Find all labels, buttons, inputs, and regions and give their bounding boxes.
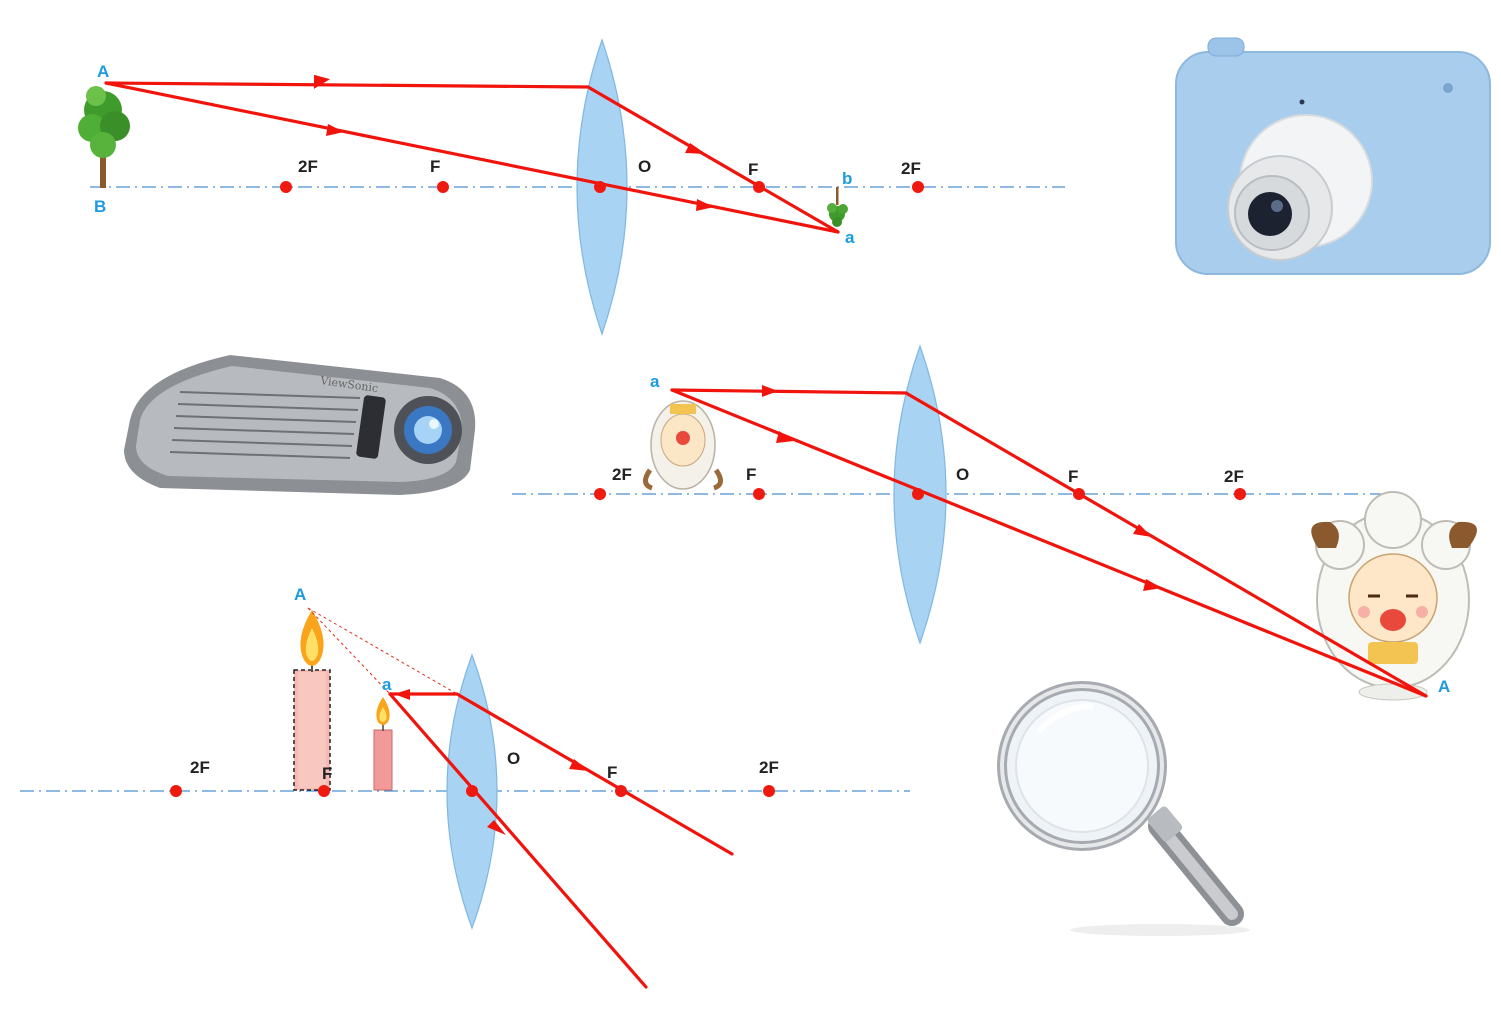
label-A: A [294, 585, 306, 604]
point-2f-right [1234, 488, 1246, 500]
projector-icon: ViewSonic [124, 355, 476, 495]
virtual-candle-image-icon [293, 610, 331, 791]
label-2f-left: 2F [190, 758, 210, 777]
ray-arrow [1133, 524, 1152, 537]
ray-parallel [388, 692, 734, 856]
tree-icon [78, 86, 130, 188]
label-2f-left: 2F [298, 157, 318, 176]
point-f-right [615, 785, 627, 797]
ray-through-center [104, 81, 840, 234]
ray-through-center [388, 692, 648, 989]
ray-arrow [762, 385, 778, 397]
ray-arrow [776, 431, 794, 443]
ray-arrow [394, 689, 410, 700]
label-o: O [507, 749, 520, 768]
point-2f-right [763, 785, 775, 797]
virtual-ray-extension [307, 607, 391, 695]
label-2f-left: 2F [612, 465, 632, 484]
ray-through-center [670, 388, 1428, 698]
ray-arrow [326, 124, 344, 136]
point-2f-left [594, 488, 606, 500]
diagram-projector-case: a 2F F O F 2F A [512, 344, 1477, 701]
ray-arrow [1143, 579, 1162, 591]
point-f-left [318, 785, 330, 797]
ray-arrow [696, 199, 714, 211]
point-o [466, 785, 478, 797]
candle-icon [373, 697, 393, 791]
diagram-magnifier-case: A a 2F F O F 2F [20, 585, 910, 989]
camera-icon [1175, 37, 1491, 275]
point-f-left [753, 488, 765, 500]
label-f-left: F [430, 157, 440, 176]
point-o [594, 181, 606, 193]
ray-parallel [670, 388, 1428, 698]
point-f-right [1073, 488, 1085, 500]
label-B: B [94, 197, 106, 216]
label-o: O [638, 157, 651, 176]
ray-arrow [487, 820, 506, 835]
point-2f-left [280, 181, 292, 193]
label-a: a [845, 228, 855, 247]
inverted-tree-image-icon [827, 187, 848, 227]
sheep-character-icon [1311, 491, 1477, 701]
label-a: a [382, 675, 392, 694]
label-f-left: F [746, 465, 756, 484]
label-f-left: F [322, 764, 332, 783]
label-A: A [97, 62, 109, 81]
virtual-ray-extension [307, 607, 458, 695]
diagram-camera-case: A B 2F F O F b 2F a [78, 38, 1065, 336]
label-b: b [842, 169, 852, 188]
label-f-right: F [748, 160, 758, 179]
label-f-right: F [1068, 467, 1078, 486]
ray-arrow [313, 74, 331, 89]
point-2f-left [170, 785, 182, 797]
point-2f-right [912, 181, 924, 193]
inverted-sheep-object-icon [643, 400, 723, 491]
ray-arrow [685, 143, 706, 154]
point-f-left [437, 181, 449, 193]
point-o [912, 488, 924, 500]
point-f-right [753, 181, 765, 193]
label-f-right: F [607, 763, 617, 782]
label-2f-right: 2F [901, 159, 921, 178]
ray-arrow [569, 759, 589, 771]
label-a: a [650, 372, 660, 391]
magnifying-glass-icon [997, 681, 1250, 936]
label-A: A [1438, 677, 1450, 696]
label-2f-right: 2F [759, 758, 779, 777]
label-2f-right: 2F [1224, 467, 1244, 486]
label-o: O [956, 465, 969, 484]
